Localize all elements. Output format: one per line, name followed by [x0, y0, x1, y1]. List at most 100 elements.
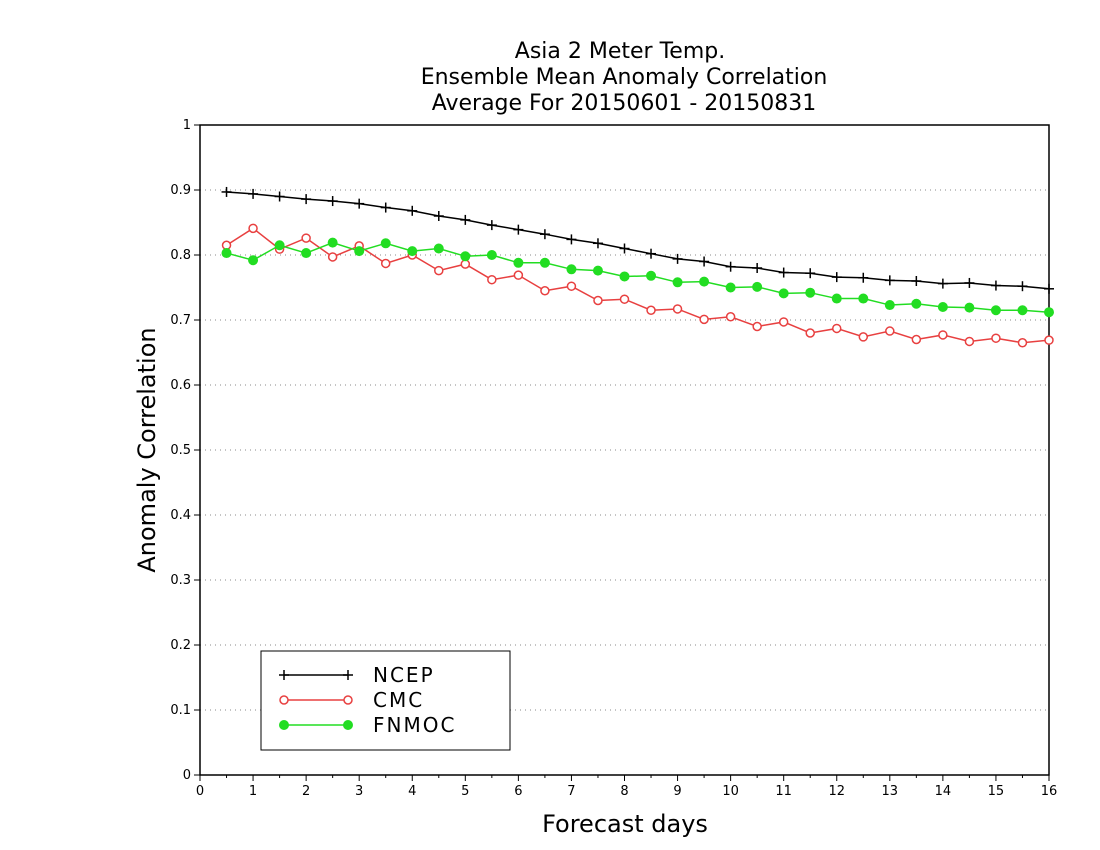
fnmoc-point	[1044, 307, 1054, 318]
fnmoc-point	[884, 300, 895, 311]
x-tick-label: 4	[408, 784, 416, 799]
ncep-point	[699, 256, 710, 267]
cmc-point	[752, 321, 762, 332]
y-axis: 0 0.1 0.2 0.3 0.4 0.5 0.6 0.7 0.8 0.9 1	[170, 118, 200, 783]
cmc-point	[487, 274, 497, 285]
legend-cmc-point	[343, 695, 353, 705]
y-tick-label: 0.2	[170, 638, 191, 653]
series-cmc	[221, 223, 1054, 348]
x-tick-label: 14	[935, 784, 952, 799]
cmc-point	[566, 281, 577, 291]
ncep-point	[884, 275, 895, 286]
cmc-point	[301, 233, 311, 243]
ncep-point	[805, 268, 816, 279]
x-tick-label: 13	[882, 784, 899, 799]
x-tick-label: 1	[249, 784, 257, 799]
ncep-point	[937, 278, 948, 289]
cmc-point	[1017, 338, 1028, 348]
cmc-point	[991, 333, 1001, 343]
y-tick-label: 0.9	[170, 183, 191, 198]
ncep-point	[672, 253, 683, 264]
cmc-point	[327, 252, 338, 262]
x-tick-label: 6	[514, 784, 522, 799]
fnmoc-point	[911, 298, 922, 309]
y-tick-label: 0.3	[170, 573, 191, 588]
cmc-point	[778, 317, 789, 327]
chart-title-line-3: Average For 20150601 - 20150831	[432, 91, 817, 116]
fnmoc-point	[858, 293, 869, 304]
fnmoc-point	[805, 287, 816, 298]
x-tick-label: 2	[302, 784, 310, 799]
y-tick-label: 0.8	[170, 248, 191, 263]
fnmoc-point	[699, 276, 710, 287]
fnmoc-point	[380, 238, 391, 249]
cmc-point	[513, 270, 524, 280]
chart-title-line-1: Asia 2 Meter Temp.	[515, 39, 725, 64]
y-tick-label: 1	[183, 118, 191, 133]
legend-item-ncep: NCEP	[279, 663, 435, 687]
cmc-point	[858, 332, 869, 342]
cmc-point	[380, 258, 391, 269]
legend-label-fnmoc: FNMOC	[373, 713, 456, 737]
fnmoc-line	[226, 241, 1050, 313]
y-tick-label: 0.6	[170, 378, 191, 393]
x-tick-label: 10	[722, 784, 739, 799]
fnmoc-point	[831, 293, 842, 304]
gridlines	[200, 189, 1049, 711]
x-tick-label: 9	[673, 784, 681, 799]
ncep-point	[407, 205, 418, 216]
legend-ncep-point	[279, 670, 289, 680]
legend-label-ncep: NCEP	[373, 663, 435, 687]
ncep-point	[646, 248, 657, 259]
fnmoc-point	[592, 265, 603, 276]
legend-item-fnmoc: FNMOC	[279, 713, 456, 737]
fnmoc-point	[274, 240, 285, 251]
x-tick-label: 16	[1041, 784, 1058, 799]
cmc-point	[434, 265, 444, 276]
fnmoc-point	[327, 237, 338, 248]
ncep-point	[539, 229, 550, 240]
y-axis-label: Anomaly Correlation	[133, 327, 161, 572]
fnmoc-point	[990, 305, 1001, 316]
y-tick-label: 0.1	[170, 703, 191, 718]
cmc-point	[911, 334, 922, 345]
fnmoc-point	[566, 264, 577, 275]
x-tick-label: 11	[775, 784, 792, 799]
ncep-point	[486, 220, 497, 231]
cmc-point	[672, 304, 683, 314]
fnmoc-point	[301, 248, 312, 259]
cmc-point	[832, 323, 842, 334]
series-ncep	[221, 186, 1054, 294]
legend-item-cmc: CMC	[279, 688, 424, 712]
cmc-point	[593, 295, 603, 306]
fnmoc-point	[725, 282, 736, 293]
legend-cmc-point	[279, 695, 289, 705]
ncep-point	[752, 263, 763, 273]
legend-label-cmc: CMC	[373, 688, 424, 712]
cmc-point	[646, 305, 656, 315]
ncep-point	[831, 272, 842, 283]
fnmoc-point	[619, 271, 630, 282]
fnmoc-point	[778, 288, 789, 299]
cmc-point	[938, 330, 948, 340]
ncep-point	[433, 211, 444, 221]
x-tick-label: 3	[355, 784, 363, 799]
cmc-point	[619, 294, 630, 304]
fnmoc-point	[407, 246, 418, 257]
y-tick-label: 0.7	[170, 313, 191, 328]
legend-fnmoc-point	[343, 720, 353, 730]
cmc-point	[1044, 335, 1054, 345]
ncep-point	[327, 196, 338, 207]
x-axis: 0 1 2 3 4 5 6 7 8 9 10 11 12 13 14 15 16	[196, 775, 1057, 799]
ncep-point	[592, 238, 603, 249]
cmc-point	[699, 314, 709, 325]
ncep-point	[513, 224, 524, 235]
ncep-point	[274, 191, 285, 202]
ncep-point	[990, 280, 1001, 291]
fnmoc-point	[486, 250, 497, 260]
series-fnmoc	[221, 237, 1054, 318]
fnmoc-point	[937, 302, 948, 312]
cmc-point	[248, 223, 258, 234]
